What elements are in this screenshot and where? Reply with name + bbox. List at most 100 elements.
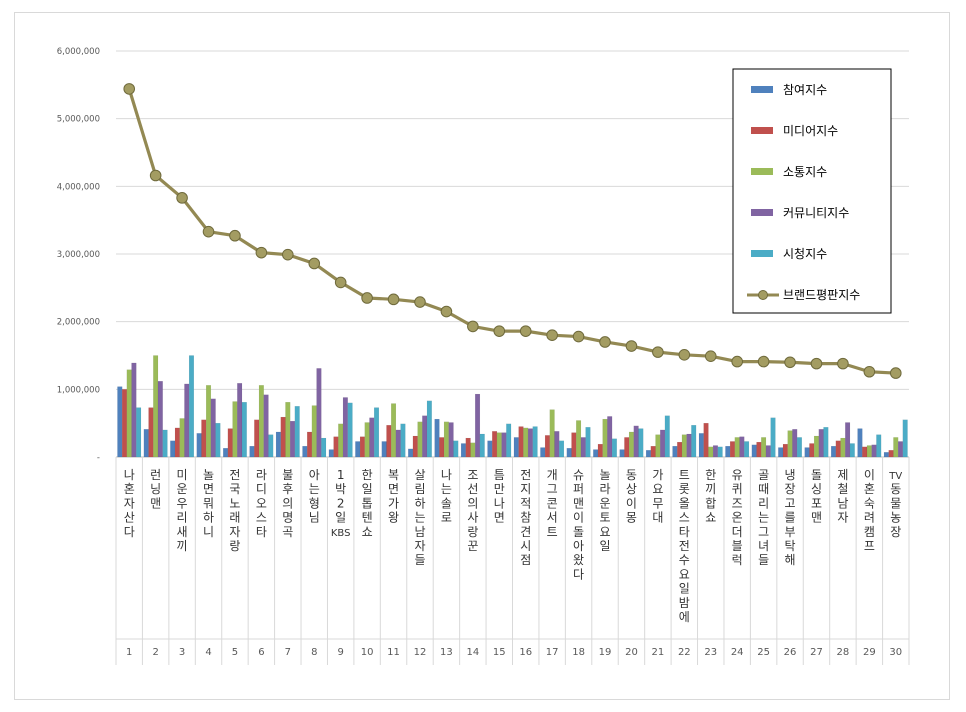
bar — [290, 420, 296, 458]
bar — [307, 431, 313, 458]
bar — [835, 440, 841, 458]
legend-label: 미디어지수 — [783, 124, 838, 138]
line-point — [202, 225, 215, 238]
line-point — [308, 257, 321, 270]
bar — [703, 423, 709, 458]
bar — [698, 433, 704, 458]
rank-label: 18 — [572, 647, 585, 658]
bar — [518, 426, 524, 458]
bar — [831, 446, 837, 458]
legend-swatch — [751, 127, 773, 134]
bar — [408, 448, 414, 458]
bar — [796, 437, 802, 458]
bar — [412, 435, 418, 458]
bar — [729, 441, 735, 458]
bar — [422, 415, 428, 458]
gridlines — [116, 50, 909, 458]
bar — [188, 355, 194, 458]
bar — [249, 446, 255, 458]
bar — [792, 429, 798, 458]
bar — [179, 418, 185, 458]
line-point — [546, 329, 558, 342]
line-point — [176, 192, 188, 204]
bar — [787, 430, 793, 458]
bar — [201, 419, 207, 458]
line-point — [414, 296, 426, 308]
bar — [782, 443, 788, 458]
bar — [523, 427, 529, 458]
rank-label: 8 — [311, 647, 317, 658]
bar — [386, 425, 392, 458]
bar — [638, 428, 644, 458]
category-label: 1 박 2 일 KBS — [331, 468, 351, 539]
bar — [280, 416, 286, 458]
brand-index-line — [123, 83, 902, 379]
bar — [628, 431, 634, 458]
bar — [170, 440, 176, 458]
bar — [672, 446, 678, 458]
line-point — [889, 367, 902, 379]
legend-marker — [758, 290, 768, 300]
bar — [232, 401, 238, 458]
bar — [532, 426, 538, 458]
legend-swatch — [751, 209, 773, 216]
legend-label: 커뮤니티지수 — [783, 206, 849, 220]
rank-label: 16 — [519, 647, 532, 658]
rank-label: 2 — [152, 647, 158, 658]
bar — [338, 423, 344, 458]
bar — [734, 437, 740, 458]
bar — [566, 448, 572, 458]
rank-label: 14 — [466, 647, 479, 658]
bar — [470, 442, 476, 458]
bar — [227, 428, 233, 458]
bar — [285, 402, 291, 458]
bar — [122, 389, 128, 458]
line-point — [123, 83, 136, 95]
bar — [770, 417, 776, 458]
bar — [275, 431, 281, 458]
bar — [804, 447, 810, 458]
legend-swatch — [751, 86, 773, 93]
bar — [765, 445, 771, 458]
bar — [148, 407, 154, 458]
bar — [686, 433, 692, 458]
rank-label: 22 — [678, 647, 691, 658]
bar — [756, 441, 762, 458]
bar — [496, 432, 502, 458]
bar — [619, 449, 625, 458]
bar — [607, 416, 613, 458]
bar — [223, 448, 229, 458]
bars — [117, 355, 908, 458]
bar — [845, 422, 851, 458]
bar — [364, 422, 370, 458]
chart-frame: - 1,000,000 2,000,000 3,000,000 4,000,000 5,0… — [14, 12, 950, 700]
bar — [708, 446, 714, 458]
bar — [355, 441, 361, 458]
rank-label: 24 — [731, 647, 744, 658]
bar — [633, 425, 639, 458]
rank-label: 5 — [232, 647, 238, 658]
rank-label: 17 — [546, 647, 559, 658]
bar — [400, 423, 406, 458]
bar — [342, 397, 348, 458]
line-point — [334, 276, 347, 289]
bar — [215, 423, 221, 458]
rank-label: 30 — [889, 647, 902, 658]
bar — [210, 398, 216, 458]
bar — [559, 440, 565, 458]
bar — [184, 383, 190, 458]
rank-label: 12 — [414, 647, 427, 658]
y-tick-label: 6,000,000 — [57, 47, 100, 57]
legend-box — [732, 68, 892, 314]
bar — [453, 440, 459, 458]
rank-label: 21 — [652, 647, 665, 658]
